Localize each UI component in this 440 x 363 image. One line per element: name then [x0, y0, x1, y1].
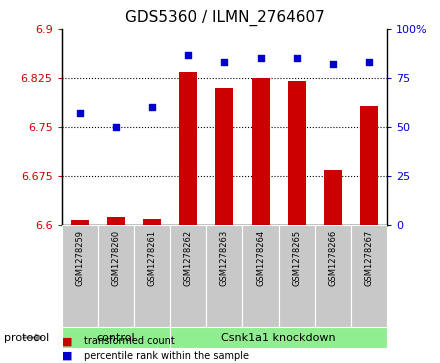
Point — [257, 56, 264, 61]
Text: GSM1278266: GSM1278266 — [328, 230, 337, 286]
Point — [149, 105, 156, 110]
Title: GDS5360 / ILMN_2764607: GDS5360 / ILMN_2764607 — [125, 10, 324, 26]
Text: GSM1278264: GSM1278264 — [256, 230, 265, 286]
Text: GSM1278260: GSM1278260 — [111, 230, 121, 286]
Bar — [315, 225, 351, 327]
Bar — [71, 220, 89, 225]
Bar — [179, 72, 197, 225]
Bar — [215, 88, 234, 225]
Text: GSM1278261: GSM1278261 — [147, 230, 157, 286]
Text: percentile rank within the sample: percentile rank within the sample — [84, 351, 249, 361]
Bar — [170, 327, 387, 348]
Text: ■: ■ — [62, 351, 72, 361]
Bar — [288, 81, 306, 225]
Text: control: control — [96, 333, 135, 343]
Bar — [170, 225, 206, 327]
Text: GSM1278262: GSM1278262 — [184, 230, 193, 286]
Bar — [242, 225, 279, 327]
Bar — [252, 78, 270, 225]
Bar — [98, 225, 134, 327]
Text: GSM1278265: GSM1278265 — [292, 230, 301, 286]
Point — [221, 60, 228, 65]
Bar — [206, 225, 242, 327]
Text: Csnk1a1 knockdown: Csnk1a1 knockdown — [221, 333, 336, 343]
Bar — [62, 327, 170, 348]
Text: GSM1278263: GSM1278263 — [220, 230, 229, 286]
Bar — [107, 217, 125, 225]
Point — [366, 60, 373, 65]
Point — [185, 52, 192, 57]
Point — [112, 124, 119, 130]
Text: transformed count: transformed count — [84, 336, 174, 346]
Text: ■: ■ — [62, 336, 72, 346]
Bar — [279, 225, 315, 327]
Point — [76, 110, 83, 116]
Bar — [324, 170, 342, 225]
Point — [293, 56, 300, 61]
Text: GSM1278259: GSM1278259 — [75, 230, 84, 286]
Text: protocol: protocol — [4, 333, 50, 343]
Bar — [134, 225, 170, 327]
Point — [330, 61, 337, 67]
Bar — [143, 219, 161, 225]
Bar — [62, 225, 98, 327]
Text: GSM1278267: GSM1278267 — [365, 230, 374, 286]
Bar — [351, 225, 387, 327]
Bar — [360, 106, 378, 225]
